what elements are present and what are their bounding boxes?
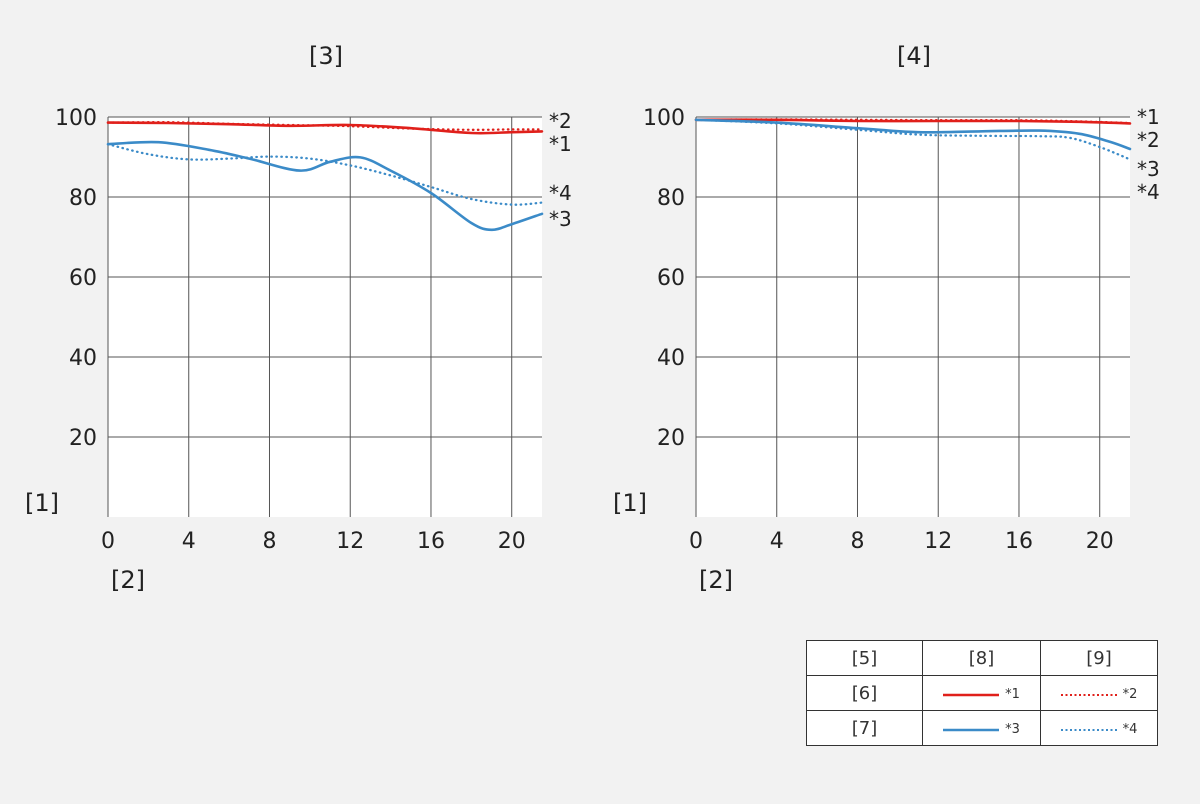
y-tick-label: 80 xyxy=(657,186,685,211)
legend-solid-line xyxy=(943,728,1000,731)
x-tick-label: 4 xyxy=(182,529,196,554)
plot-area xyxy=(696,117,1130,517)
y-tick-label: 20 xyxy=(657,426,685,451)
legend-series-name: *1 xyxy=(1005,687,1020,702)
y-axis-label: [1] xyxy=(25,489,59,517)
x-tick-label: 8 xyxy=(850,529,864,554)
x-tick-label: 12 xyxy=(924,529,952,554)
legend-sample-cell: *3 xyxy=(922,710,1041,746)
series-end-label: *4 xyxy=(549,181,572,205)
series-line-star4 xyxy=(106,143,544,206)
y-tick-label: 40 xyxy=(657,346,685,371)
y-tick-label: 60 xyxy=(657,266,685,291)
series-end-label: *3 xyxy=(549,207,572,231)
x-tick-label: 8 xyxy=(262,529,276,554)
series-line-star1 xyxy=(106,121,544,135)
series-line-star3 xyxy=(694,118,1132,151)
legend-series-name: *3 xyxy=(1005,722,1020,737)
y-tick-label: 100 xyxy=(55,106,97,131)
series-line-star2 xyxy=(694,118,1132,125)
legend-header-cell: [8] xyxy=(922,640,1041,676)
x-tick-label: 0 xyxy=(101,529,115,554)
series-line-star3 xyxy=(106,140,544,232)
y-tick-label: 60 xyxy=(69,266,97,291)
x-tick-label: 12 xyxy=(336,529,364,554)
x-tick-label: 16 xyxy=(417,529,445,554)
series-end-label: *2 xyxy=(549,109,572,133)
plot-area xyxy=(108,117,542,517)
chart-title: [3] xyxy=(309,42,343,70)
y-tick-label: 40 xyxy=(69,346,97,371)
x-tick-label: 16 xyxy=(1005,529,1033,554)
legend-row: [6] *1 *2 xyxy=(806,675,1158,711)
x-axis-label: [2] xyxy=(699,566,733,594)
legend-row: [7] *3 *4 xyxy=(806,710,1158,746)
series-end-label: *2 xyxy=(1137,128,1160,152)
legend-sample-cell: *1 xyxy=(922,675,1041,711)
legend-table: [5] [8] [9] [6] *1 *2 [7] xyxy=(806,640,1158,746)
legend-solid-line xyxy=(943,693,1000,696)
legend-sample: *3 xyxy=(943,722,1020,737)
legend-sample: *1 xyxy=(943,687,1020,702)
series-end-label: *1 xyxy=(549,132,572,156)
legend-sample: *4 xyxy=(1060,722,1138,737)
x-tick-label: 20 xyxy=(498,529,526,554)
y-tick-label: 80 xyxy=(69,186,97,211)
legend-dotted-line xyxy=(1060,693,1117,696)
legend-series-name: *2 xyxy=(1122,687,1138,702)
legend-sample-cell: *4 xyxy=(1040,710,1158,746)
legend-header-cell: [5] xyxy=(806,640,923,676)
legend-series-name: *4 xyxy=(1122,722,1138,737)
x-tick-label: 4 xyxy=(770,529,784,554)
y-tick-label: 20 xyxy=(69,426,97,451)
series-end-label: *3 xyxy=(1137,157,1160,181)
legend-sample: *2 xyxy=(1060,687,1138,702)
series-end-label: *1 xyxy=(1137,105,1160,129)
legend-header-row: [5] [8] [9] xyxy=(806,640,1158,676)
x-tick-label: 0 xyxy=(689,529,703,554)
series-line-star4 xyxy=(694,118,1132,161)
legend-sample-cell: *2 xyxy=(1040,675,1158,711)
legend-row-label: [7] xyxy=(806,710,923,746)
legend-dotted-line xyxy=(1060,728,1117,731)
y-axis-label: [1] xyxy=(613,489,647,517)
series-end-label: *4 xyxy=(1137,180,1160,204)
y-tick-label: 100 xyxy=(643,106,685,131)
chart-title: [4] xyxy=(897,42,931,70)
legend-row-label: [6] xyxy=(806,675,923,711)
x-tick-label: 20 xyxy=(1086,529,1114,554)
legend-header-cell: [9] xyxy=(1040,640,1158,676)
x-axis-label: [2] xyxy=(111,566,145,594)
